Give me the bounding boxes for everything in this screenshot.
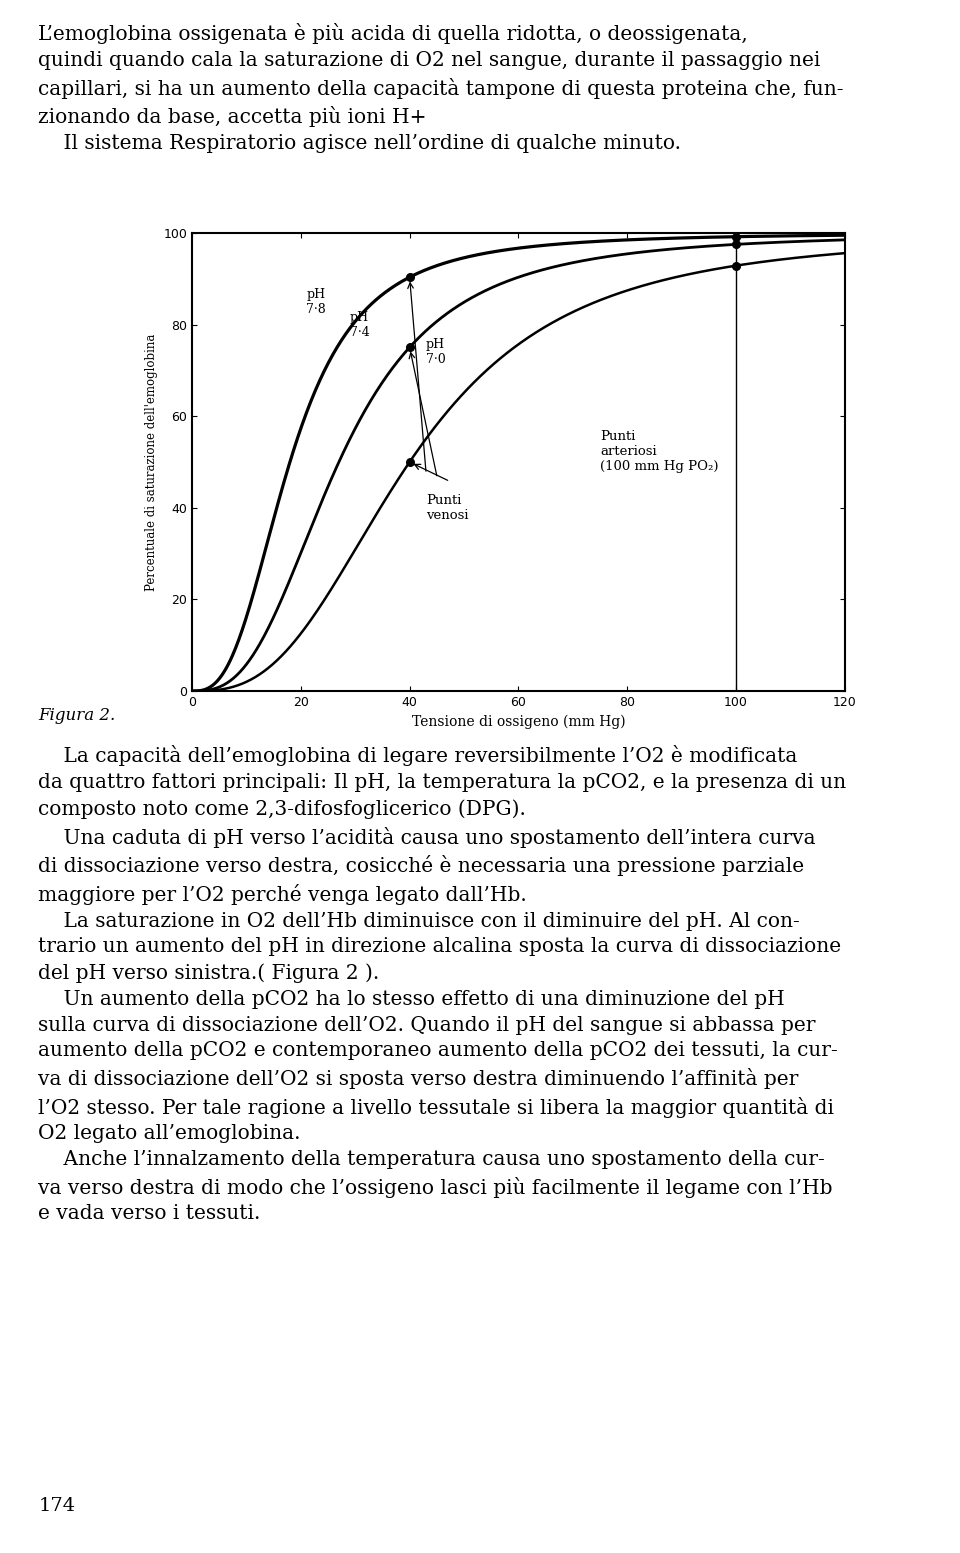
Text: Figura 2.: Figura 2. xyxy=(38,707,115,724)
Text: 174: 174 xyxy=(38,1497,76,1516)
Text: La capacità dell’emoglobina di legare reversibilmente l’O2 è modificata
da quatt: La capacità dell’emoglobina di legare re… xyxy=(38,745,847,1224)
Text: L’emoglobina ossigenata è più acida di quella ridotta, o deossigenata,
quindi qu: L’emoglobina ossigenata è più acida di q… xyxy=(38,23,844,154)
Text: pH
7·4: pH 7·4 xyxy=(349,311,370,339)
Text: Punti
venosi: Punti venosi xyxy=(426,494,468,522)
Y-axis label: Percentuale di saturazione dell'emoglobina: Percentuale di saturazione dell'emoglobi… xyxy=(145,334,157,590)
Text: pH
7·0: pH 7·0 xyxy=(426,339,445,367)
Text: pH
7·8: pH 7·8 xyxy=(306,287,326,315)
Text: Punti
arteriosi
(100 mm Hg PO₂): Punti arteriosi (100 mm Hg PO₂) xyxy=(600,430,718,474)
X-axis label: Tensione di ossigeno (mm Hg): Tensione di ossigeno (mm Hg) xyxy=(412,714,625,728)
